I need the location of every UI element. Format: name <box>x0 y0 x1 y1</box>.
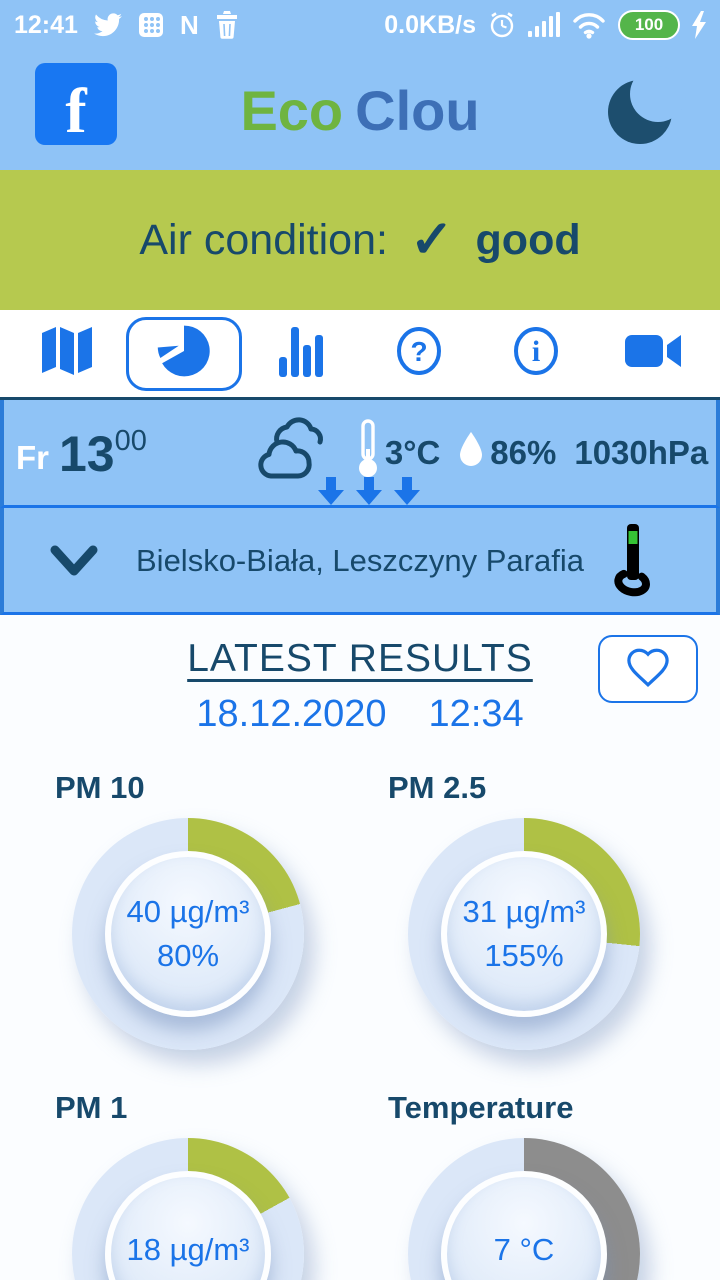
pressure-reading: 1030hPa <box>574 434 708 472</box>
status-bar-right: 0.0KB/s 100 <box>384 10 706 40</box>
gauge-inner-circle: 7 °C <box>441 1171 607 1280</box>
app-header: f Eco Clou <box>0 50 720 170</box>
signal-icon <box>528 12 560 38</box>
gauge-dial: 7 °C <box>408 1138 640 1280</box>
hour-text: 13 <box>59 425 115 482</box>
gauge-pm1: PM 1 18 µg/m³ <box>0 1090 360 1280</box>
tab-camera[interactable] <box>595 317 711 391</box>
wifi-icon <box>572 11 606 39</box>
gauge-dial: 31 µg/m³ 155% <box>408 818 640 1050</box>
gauge-value: 31 µg/m³ <box>462 894 586 929</box>
app-logo: Eco Clou <box>240 78 479 143</box>
bar-chart-icon <box>279 325 324 382</box>
info-icon: i <box>512 325 560 382</box>
check-icon: ✓ <box>409 211 454 269</box>
weekday-text: Fr <box>16 438 49 476</box>
tab-help[interactable]: ? <box>361 317 477 391</box>
gauge-value: 40 µg/m³ <box>126 894 250 929</box>
heart-icon <box>625 646 671 693</box>
chevron-down-icon[interactable] <box>50 544 98 583</box>
gauge-label: PM 1 <box>55 1090 128 1125</box>
location-name: Bielsko-Biała, Leszczyny Parafia <box>136 542 584 578</box>
status-bar: 12:41 N 0.0KB/s 100 <box>0 0 720 50</box>
weather-row: Fr 13 00 3°C 86% 1030hPa <box>0 400 720 508</box>
humidity-reading: 86% <box>458 431 556 475</box>
droplet-icon <box>458 431 484 475</box>
weather-readings: 3°C 86% 1030hPa <box>357 418 708 487</box>
tab-latest-results[interactable] <box>125 316 242 391</box>
map-icon <box>38 325 96 382</box>
svg-text:i: i <box>532 335 540 368</box>
temperature-text: 3°C <box>384 433 441 471</box>
video-camera-icon <box>625 331 682 376</box>
gauge-percent: 80% <box>156 938 220 973</box>
gauge-dial: 18 µg/m³ <box>72 1138 304 1280</box>
air-condition-status: good <box>475 215 581 264</box>
temperature-reading: 3°C <box>357 418 441 487</box>
gauge-inner-circle: 31 µg/m³ 155% <box>441 851 607 1017</box>
trash-icon <box>215 11 239 39</box>
gauge-value: 18 µg/m³ <box>126 1232 250 1267</box>
pressure-text: 1030hPa <box>574 433 709 471</box>
gauge-grid: PM 10 40 µg/m³ 80% PM 2.5 31 µg/m³ 155% <box>0 770 720 1280</box>
measurement-date: 18.12.2020 <box>196 693 387 735</box>
alarm-clock-icon <box>488 11 516 39</box>
tab-history-chart[interactable] <box>243 317 359 391</box>
charging-bolt-icon <box>692 11 706 39</box>
gauge-value: 7 °C <box>493 1232 555 1267</box>
scroll-down-arrows <box>318 477 420 505</box>
help-icon: ? <box>395 325 443 382</box>
down-arrow-icon <box>356 477 382 505</box>
measurement-datetime: 18.12.2020 12:34 <box>0 693 720 736</box>
minute-text: 00 <box>114 424 147 457</box>
status-bar-left: 12:41 N <box>14 10 239 41</box>
thermometer-icon <box>357 418 379 487</box>
down-arrow-icon <box>394 477 420 505</box>
humidity-text: 86% <box>490 433 557 471</box>
facebook-icon[interactable]: f <box>35 63 117 146</box>
tab-map[interactable] <box>9 317 125 391</box>
battery-icon: 100 <box>618 10 680 40</box>
network-speed-text: 0.0KB/s <box>384 10 476 39</box>
tab-info[interactable]: i <box>478 317 594 391</box>
gauge-pm10: PM 10 40 µg/m³ 80% <box>0 770 360 1050</box>
cloudy-weather-icon <box>255 414 331 491</box>
logo-clou-text: Clou <box>355 78 480 142</box>
air-condition-label: Air condition: <box>139 215 388 264</box>
section-title: LATEST RESULTS <box>187 637 533 680</box>
forecast-time: Fr 13 00 <box>16 423 147 483</box>
favorite-button[interactable] <box>598 635 698 703</box>
moon-icon[interactable] <box>602 66 688 152</box>
gauge-label: Temperature <box>388 1090 574 1125</box>
gauge-inner-circle: 18 µg/m³ <box>105 1171 271 1280</box>
latest-results-section: LATEST RESULTS 18.12.2020 12:34 PM 10 40… <box>0 615 720 1280</box>
keypad-icon <box>138 12 164 38</box>
gauge-pm25: PM 2.5 31 µg/m³ 155% <box>360 770 720 1050</box>
gauge-temperature: Temperature 7 °C <box>360 1090 720 1280</box>
tab-bar: ? i <box>0 310 720 400</box>
gauge-inner-circle: 40 µg/m³ 80% <box>105 851 271 1017</box>
sensor-icon[interactable] <box>608 518 658 609</box>
gauge-label: PM 10 <box>55 770 145 805</box>
pie-chart-icon <box>156 323 212 384</box>
n-icon: N <box>179 9 199 40</box>
gauge-percent: 155% <box>484 938 564 973</box>
gauge-label: PM 2.5 <box>388 770 487 805</box>
down-arrow-icon <box>318 477 344 505</box>
gauge-dial: 40 µg/m³ 80% <box>72 818 304 1050</box>
logo-eco-text: Eco <box>240 78 344 142</box>
twitter-icon <box>93 13 122 37</box>
clock-text: 12:41 <box>14 10 78 39</box>
location-selector[interactable]: Bielsko-Biała, Leszczyny Parafia <box>0 508 720 615</box>
battery-percent-text: 100 <box>634 15 664 34</box>
svg-text:?: ? <box>410 336 427 367</box>
air-condition-banner: Air condition: ✓ good <box>0 170 720 310</box>
measurement-time: 12:34 <box>428 693 524 735</box>
